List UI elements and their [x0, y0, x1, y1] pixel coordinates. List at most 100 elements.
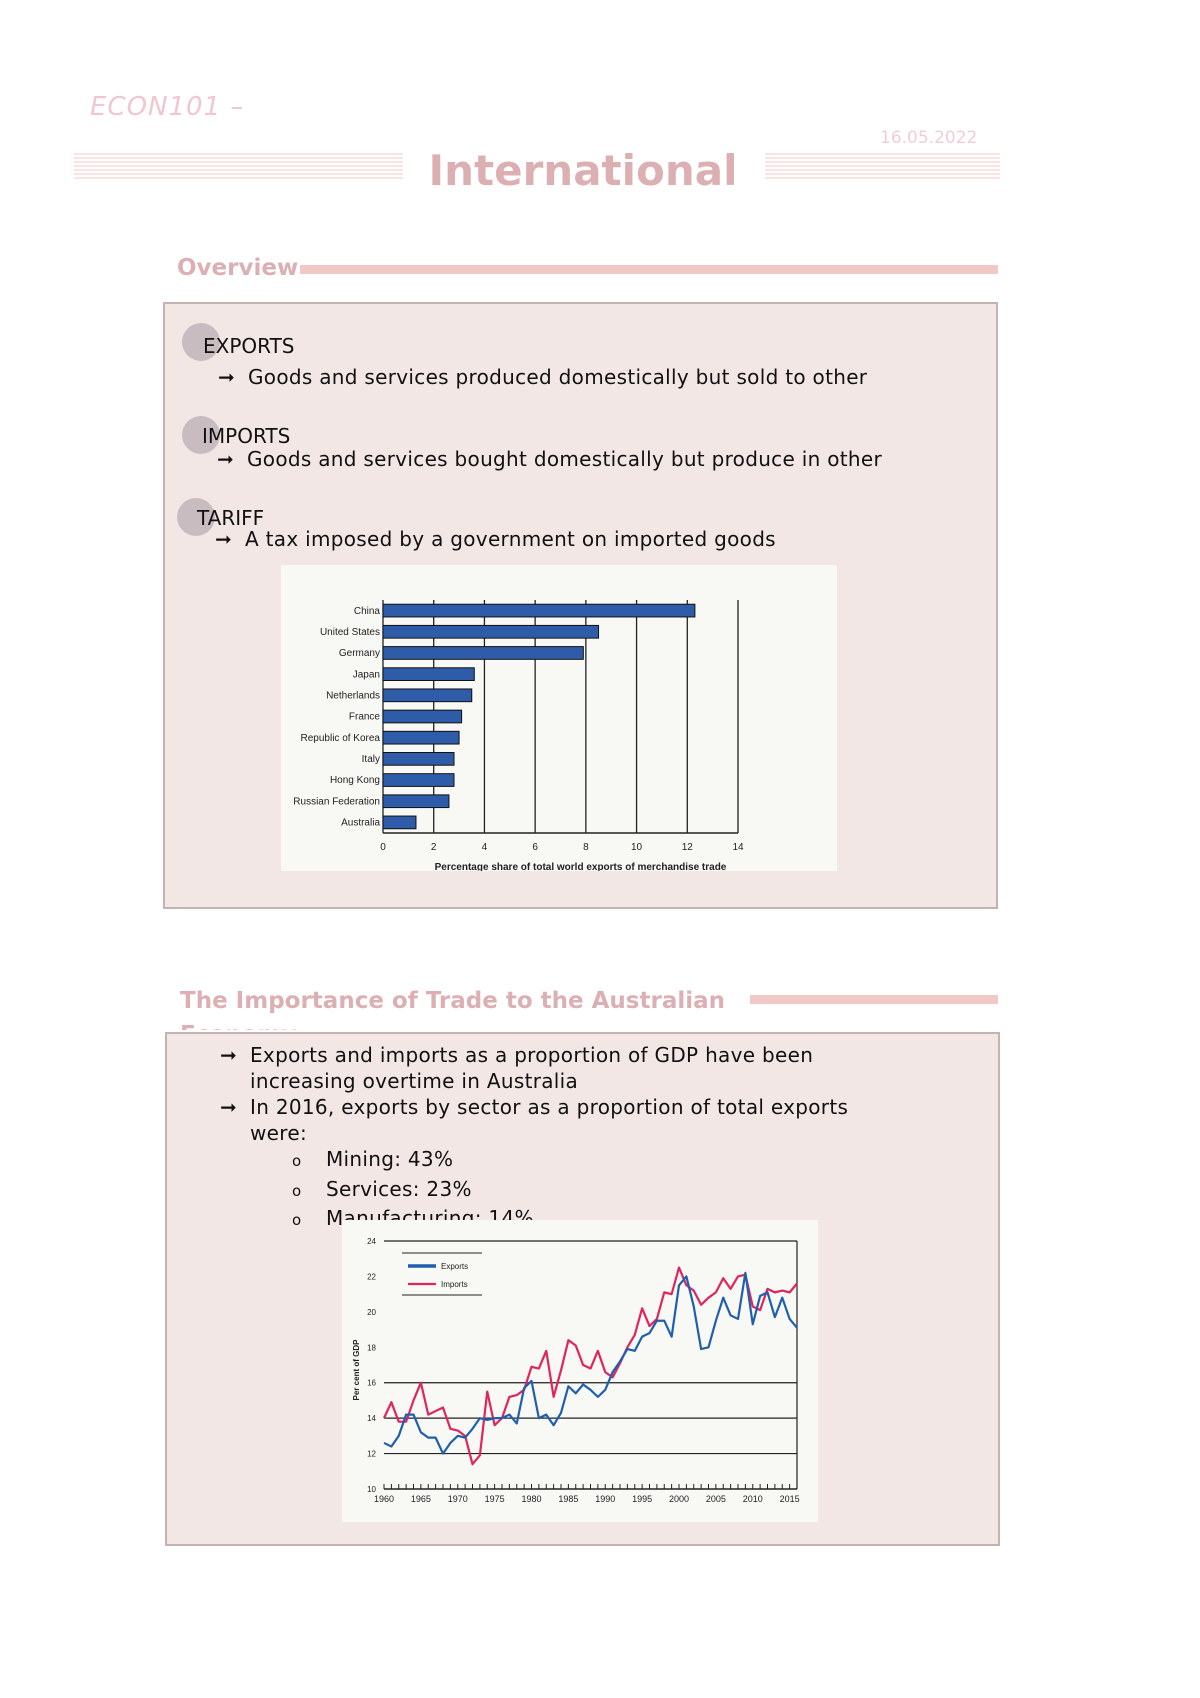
- sector-item: o Mining: 43%: [292, 1146, 534, 1176]
- y-tick-label: 18: [367, 1343, 376, 1352]
- bar: [382, 688, 473, 703]
- overview-heading-rule: [300, 265, 998, 274]
- date: 16.05.2022: [880, 128, 978, 148]
- category-label: Italy: [362, 754, 380, 765]
- x-tick-label: 1990: [595, 1494, 615, 1504]
- x-tick-label: 6: [532, 842, 538, 853]
- definition-tariff: ➞ A tax imposed by a government on import…: [215, 527, 776, 551]
- category-label: Hong Kong: [330, 775, 380, 786]
- circle-bullet-icon: o: [292, 1181, 302, 1200]
- sector-text: Services: 23%: [326, 1176, 472, 1201]
- y-axis-label: Per cent of GDP: [352, 1339, 361, 1401]
- bar: [382, 624, 600, 639]
- category-label: Germany: [339, 648, 380, 659]
- term-exports: EXPORTS: [203, 334, 295, 358]
- arrow-icon: ➞: [220, 1043, 238, 1067]
- arrow-icon: ➞: [218, 365, 236, 389]
- x-tick-label: 12: [682, 842, 694, 853]
- sector-text: Mining: 43%: [326, 1147, 454, 1171]
- bar: [382, 752, 455, 766]
- x-tick-label: 2015: [780, 1494, 800, 1504]
- definition-imports: ➞ Goods and services bought domestically …: [217, 447, 882, 471]
- trade-heading-line2: Economy: [180, 1022, 296, 1030]
- page-title: International: [428, 146, 738, 195]
- y-tick-label: 16: [367, 1379, 376, 1388]
- bar: [382, 667, 475, 681]
- category-label: United States: [320, 627, 380, 638]
- category-label: Japan: [353, 669, 380, 680]
- trade-heading: The Importance of Trade to the Australia…: [180, 984, 725, 1030]
- definition-text: Goods and services bought domestically b…: [247, 447, 883, 471]
- x-tick-label: 1970: [448, 1494, 468, 1504]
- circle-bullet-icon: o: [292, 1211, 302, 1229]
- category-label: France: [349, 712, 381, 723]
- definition-text: A tax imposed by a government on importe…: [245, 527, 776, 551]
- trade-heading-line1: The Importance of Trade to the Australia…: [180, 988, 726, 1014]
- trade-bullet-2: ➞ In 2016, exports by sector as a proport…: [220, 1094, 848, 1146]
- y-tick-label: 12: [367, 1450, 376, 1459]
- series-line-imports: [383, 1266, 798, 1466]
- category-label: China: [354, 606, 381, 617]
- bullet-text: In 2016, exports by sector as a proporti…: [250, 1095, 849, 1119]
- x-tick-label: 14: [732, 842, 744, 853]
- category-label: Russian Federation: [293, 796, 380, 807]
- y-tick-label: 24: [367, 1237, 376, 1246]
- circle-bullet-icon: o: [292, 1152, 302, 1170]
- arrow-icon: ➞: [215, 527, 233, 551]
- bullet-text: increasing overtime in Australia: [250, 1069, 579, 1093]
- legend-label: Imports: [441, 1280, 468, 1289]
- bar: [382, 730, 460, 745]
- x-tick-label: 2005: [706, 1494, 726, 1504]
- series-line-exports: [383, 1271, 798, 1455]
- bar: [382, 709, 463, 724]
- x-tick-label: 4: [482, 842, 488, 853]
- x-tick-label: 2000: [669, 1494, 689, 1504]
- x-tick-label: 0: [380, 842, 386, 853]
- term-imports: IMPORTS: [202, 424, 291, 448]
- legend-box: [402, 1253, 482, 1295]
- y-tick-label: 20: [367, 1308, 376, 1317]
- bullet-text: were:: [250, 1121, 307, 1145]
- legend-label: Exports: [441, 1262, 468, 1271]
- x-tick-label: 8: [583, 842, 589, 853]
- line-chart-svg: 10 12 14 16 18 20 22 24 1960 1965 1970 1975 1980 1985…: [352, 1237, 800, 1504]
- trade-heading-rule: [750, 995, 998, 1004]
- category-label: Republic of Korea: [301, 733, 381, 744]
- y-tick-label: 14: [367, 1414, 376, 1423]
- arrow-icon: ➞: [217, 447, 235, 471]
- title-stripes-left: [74, 153, 403, 181]
- x-tick-label: 1995: [632, 1494, 652, 1504]
- y-tick-label: 10: [367, 1485, 376, 1494]
- definition-text: Goods and services produced domestically…: [248, 365, 868, 389]
- x-tick-label: 1975: [485, 1494, 505, 1504]
- x-axis-label: Percentage share of total world exports …: [435, 862, 727, 871]
- category-label: Australia: [341, 818, 380, 829]
- bullet-circle-icon: [182, 323, 220, 361]
- overview-heading: Overview: [177, 255, 299, 281]
- bullet-circle-icon: [182, 416, 220, 454]
- term-tariff: TARIFF: [197, 506, 265, 530]
- x-tick-label: 1980: [521, 1494, 541, 1504]
- bar: [382, 773, 455, 787]
- bar: [382, 794, 450, 809]
- x-tick-label: 2: [431, 842, 437, 853]
- bullet-circle-icon: [177, 498, 215, 536]
- y-tick-label: 22: [367, 1272, 376, 1281]
- trade-gdp-line-chart: 10 12 14 16 18 20 22 24 1960 1965 1970 1975 1980 1985…: [342, 1220, 818, 1522]
- course-code: ECON101 –: [90, 92, 245, 122]
- export-share-bar-chart: 0 2 4 6 8 10 12 14 China United States Germany Japa…: [281, 565, 837, 873]
- x-tick-label: 10: [631, 842, 643, 853]
- sector-item: o Services: 23%: [292, 1176, 534, 1206]
- bar: [382, 646, 584, 660]
- x-tick-label: 1960: [374, 1494, 394, 1504]
- bar-chart-svg: 0 2 4 6 8 10 12 14 China United States Germany Japa…: [293, 600, 744, 873]
- category-label: Netherlands: [326, 690, 380, 701]
- x-tick-label: 1965: [411, 1494, 431, 1504]
- bar: [382, 603, 696, 618]
- title-stripes-right: [765, 153, 1000, 181]
- trade-bullet-1: ➞ Exports and imports as a proportion of …: [220, 1042, 813, 1094]
- definition-exports: ➞ Goods and services produced domesticall…: [218, 365, 867, 389]
- x-tick-label: 1985: [558, 1494, 578, 1504]
- x-tick-label: 2010: [743, 1494, 763, 1504]
